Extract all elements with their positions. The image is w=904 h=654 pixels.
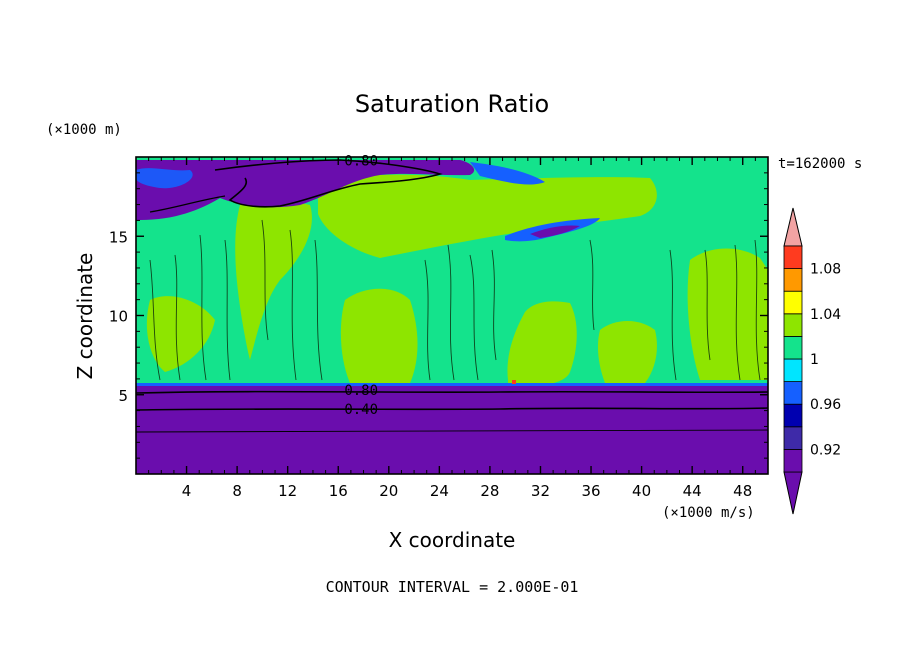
x-tick-label: 32 bbox=[531, 482, 550, 500]
region-green-central-cell bbox=[507, 301, 577, 386]
contour-label: 0.80 bbox=[344, 153, 378, 169]
colorbar-swatch bbox=[783, 426, 803, 450]
y-axis-title: Z coordinate bbox=[73, 253, 97, 380]
convective-streaks bbox=[149, 219, 761, 381]
colorbar-swatch bbox=[783, 290, 803, 315]
contour-interval-footer: CONTOUR INTERVAL = 2.000E-01 bbox=[326, 578, 579, 596]
contour-line-lower-faint bbox=[136, 429, 768, 433]
x-tick-label: 16 bbox=[329, 482, 348, 500]
contour-label: 0.80 bbox=[344, 383, 378, 399]
region-green-mid bbox=[340, 288, 418, 383]
colorbar-tick-label: 1 bbox=[810, 352, 819, 368]
colorbar-tick-label: 1.04 bbox=[810, 307, 841, 323]
y-tick-label: 5 bbox=[118, 387, 128, 405]
contour-line-0.80-upper bbox=[214, 159, 443, 208]
x-axis: 4 8 12 16 20 24 28 32 36 40 44 48 bbox=[148, 157, 756, 500]
region-blue-upper-right bbox=[470, 162, 545, 185]
colorbar-tick-label: 1.08 bbox=[810, 262, 841, 278]
x-tick-label: 24 bbox=[430, 482, 449, 500]
colorbar-under-triangle bbox=[783, 471, 803, 515]
colorbar-swatch bbox=[783, 448, 803, 473]
region-green-center-right bbox=[597, 321, 657, 383]
colorbar-over-triangle bbox=[783, 207, 803, 247]
colorbar-swatch bbox=[783, 335, 803, 360]
region-blue-upper-edge bbox=[136, 168, 193, 189]
colorbar-swatch bbox=[783, 358, 803, 383]
x-tick-label: 36 bbox=[581, 482, 600, 500]
x-tick-label: 40 bbox=[632, 482, 651, 500]
x-tick-label: 8 bbox=[232, 482, 242, 500]
contour-line-0.80-upper-2 bbox=[149, 195, 226, 213]
x-units-label: (×1000 m/s) bbox=[662, 505, 755, 521]
y-tick-label: 10 bbox=[109, 308, 128, 326]
contour-field bbox=[136, 157, 768, 474]
y-units-label: (×1000 m) bbox=[46, 122, 122, 138]
x-tick-label: 44 bbox=[683, 482, 702, 500]
contour-label: 0.40 bbox=[344, 402, 378, 418]
colorbar-swatch bbox=[783, 403, 803, 428]
contour-line-0.80-lower bbox=[136, 390, 768, 394]
colorbar: 0.92 0.96 1 1.04 1.08 bbox=[783, 207, 841, 515]
x-tick-label: 28 bbox=[480, 482, 499, 500]
region-dry-mid-streak bbox=[530, 225, 580, 238]
time-label: t=162000 s bbox=[778, 156, 862, 172]
region-green-left-lower bbox=[146, 296, 215, 372]
colorbar-swatch bbox=[783, 245, 803, 270]
x-axis-title: X coordinate bbox=[389, 528, 516, 552]
colorbar-swatch bbox=[783, 381, 803, 405]
region-green-upper bbox=[318, 174, 657, 258]
x-tick-label: 48 bbox=[733, 482, 752, 500]
y-tick-label: 15 bbox=[109, 228, 128, 246]
region-red-spot bbox=[512, 380, 516, 384]
x-tick-label: 12 bbox=[278, 482, 297, 500]
y-axis: 5 10 15 bbox=[109, 172, 768, 459]
region-transition-band bbox=[136, 383, 768, 387]
region-green-left-upper bbox=[235, 201, 312, 360]
colorbar-tick-label: 0.92 bbox=[810, 442, 841, 458]
colorbar-swatch bbox=[783, 313, 803, 337]
chart-title: Saturation Ratio bbox=[355, 90, 549, 118]
colorbar-swatch bbox=[783, 268, 803, 292]
colorbar-tick-label: 0.96 bbox=[810, 397, 841, 413]
region-green-right bbox=[687, 248, 768, 380]
x-tick-label: 4 bbox=[182, 482, 192, 500]
region-dry-upper bbox=[136, 160, 475, 220]
contour-line-0.40-lower bbox=[136, 407, 768, 411]
x-tick-label: 20 bbox=[379, 482, 398, 500]
